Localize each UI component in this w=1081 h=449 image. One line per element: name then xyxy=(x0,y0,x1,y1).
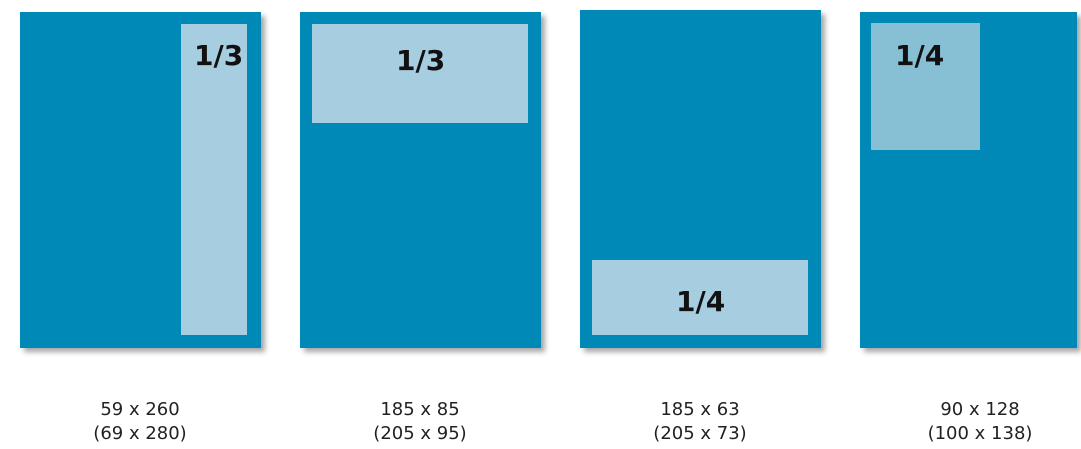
bleed-size-text: (100 x 138) xyxy=(927,423,1033,444)
fraction-label: 1/3 xyxy=(194,39,244,72)
size-text: 90 x 128 xyxy=(940,399,1020,420)
size-text: 185 x 63 xyxy=(660,399,740,420)
page-layout-4: 1/4 xyxy=(860,12,1077,348)
page-layout-3: 1/4 xyxy=(580,10,821,348)
ad-area-bottom-band xyxy=(592,260,808,335)
bleed-size-text: (69 x 280) xyxy=(93,423,187,444)
page-layout-1: 1/3 xyxy=(20,12,261,348)
size-caption-2: 185 x 85 (205 x 95) xyxy=(320,398,520,446)
bleed-size-text: (205 x 95) xyxy=(373,423,467,444)
ad-area-right-column xyxy=(181,24,247,335)
fraction-label: 1/4 xyxy=(676,285,726,318)
page-layout-2: 1/3 xyxy=(300,12,541,348)
size-caption-3: 185 x 63 (205 x 73) xyxy=(600,398,800,446)
size-caption-1: 59 x 260 (69 x 280) xyxy=(40,398,240,446)
fraction-label: 1/4 xyxy=(895,39,945,72)
fraction-label: 1/3 xyxy=(396,44,446,77)
size-caption-4: 90 x 128 (100 x 138) xyxy=(880,398,1080,446)
ad-area-top-left-corner xyxy=(871,23,980,150)
size-text: 185 x 85 xyxy=(380,399,460,420)
ad-area-top-band xyxy=(312,24,528,123)
bleed-size-text: (205 x 73) xyxy=(653,423,747,444)
size-text: 59 x 260 xyxy=(100,399,180,420)
